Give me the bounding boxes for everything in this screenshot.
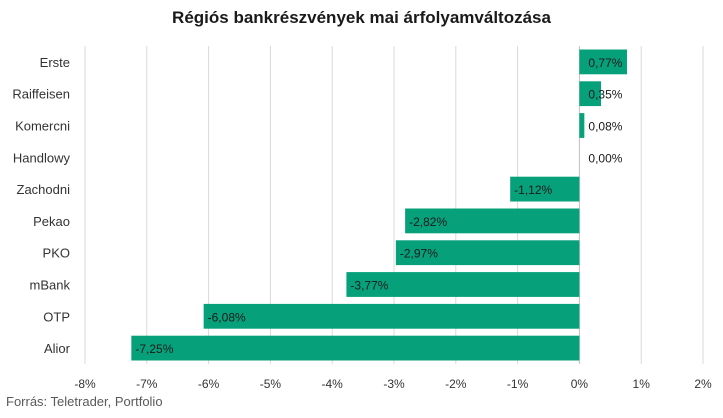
bar [131, 335, 580, 361]
data-label: -7,25% [135, 342, 173, 356]
data-label: -3,77% [350, 279, 388, 293]
bar [346, 272, 580, 297]
category-label: Zachodni [17, 182, 71, 197]
data-label: 0,35% [588, 88, 622, 102]
x-tick-label: -5% [260, 377, 282, 391]
bars [131, 49, 627, 361]
source-note: Forrás: Teletrader, Portfolio [6, 394, 163, 409]
x-tick-label: 1% [633, 377, 651, 391]
data-label: 0,00% [588, 151, 622, 165]
bar [579, 113, 585, 138]
data-label: -1,12% [514, 183, 552, 197]
data-labels: 0,77% 0,35% 0,08% 0,00% -1,12% -2,82% -2,97% -3… [135, 56, 622, 356]
category-label: Handlowy [13, 150, 71, 165]
x-tick-label: 0% [571, 377, 589, 391]
bar [395, 240, 580, 266]
category-label: Alior [44, 341, 71, 356]
category-label: mBank [30, 278, 71, 293]
x-tick-label: -7% [136, 377, 158, 391]
data-label: -2,97% [400, 247, 438, 261]
x-tick-label: -3% [383, 377, 405, 391]
category-label: Erste [40, 55, 70, 70]
bar [579, 49, 627, 75]
x-tick-label: -6% [198, 377, 220, 391]
data-label: 0,08% [588, 120, 622, 134]
x-tick-label: -2% [445, 377, 467, 391]
data-label: -6,08% [208, 310, 246, 324]
category-label: PKO [43, 246, 70, 261]
category-label: Raiffeisen [12, 87, 70, 102]
category-label: OTP [43, 309, 70, 324]
bar [510, 176, 580, 202]
data-label: -2,82% [409, 215, 447, 229]
data-label: 0,77% [588, 56, 622, 70]
x-tick-label: -1% [507, 377, 529, 391]
x-axis-tick-labels: -8% -7% -6% -5% -4% -3% -2% -1% 0% 1% 2% [74, 377, 712, 391]
bar [405, 208, 580, 234]
x-tick-label: 2% [694, 377, 712, 391]
category-label: Pekao [33, 214, 70, 229]
bar [203, 303, 580, 329]
chart-title: Régiós bankrészvények mai árfolyamváltoz… [172, 8, 551, 27]
x-tick-label: -4% [322, 377, 344, 391]
bar [579, 81, 602, 107]
x-tick-label: -8% [74, 377, 96, 391]
category-label: Komercni [15, 119, 70, 134]
category-labels: Erste Raiffeisen Komercni Handlowy Zachodni P… [12, 55, 70, 356]
